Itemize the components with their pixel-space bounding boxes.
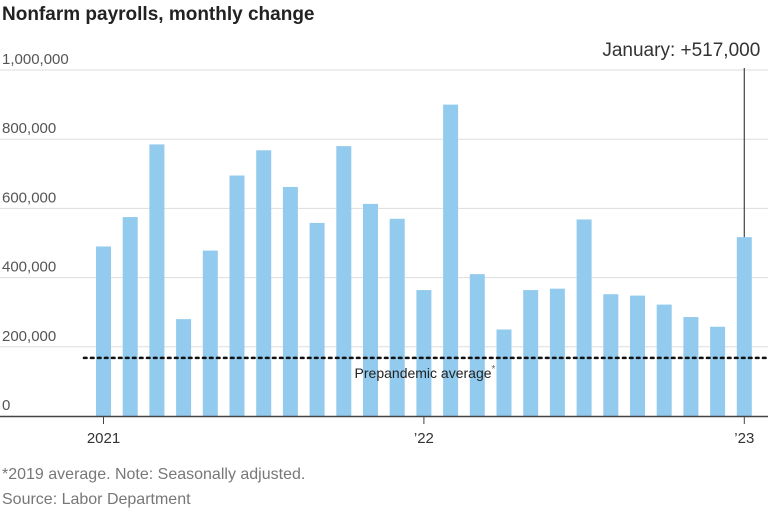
bar (683, 317, 699, 416)
bar (469, 274, 485, 416)
bar (96, 246, 111, 416)
bar (523, 290, 539, 416)
annotation-label: January: +517,000 (602, 40, 760, 61)
y-tick-label: 1,000,000 (2, 51, 69, 68)
footnote-note: *2019 average. Note: Seasonally adjusted… (2, 466, 306, 483)
reference-line-label: Prepandemic average* (355, 364, 496, 381)
bar (496, 329, 512, 416)
bar (309, 222, 325, 416)
y-tick-label: 200,000 (2, 328, 56, 345)
bar (389, 218, 405, 416)
bar (336, 146, 352, 416)
y-tick-label: 600,000 (2, 189, 56, 206)
bar (256, 150, 272, 416)
reference-line-marker: * (492, 364, 496, 375)
bar (710, 326, 726, 416)
y-tick-label: 400,000 (2, 259, 56, 276)
bar (149, 144, 165, 416)
bar (656, 304, 672, 416)
y-tick-label: 800,000 (2, 120, 56, 137)
footnote-source: Source: Labor Department (2, 491, 191, 508)
bar (603, 294, 619, 416)
bar (443, 104, 459, 416)
x-tick-label: 2021 (87, 430, 120, 447)
y-tick-label: 0 (2, 397, 10, 414)
bar (176, 319, 192, 416)
bar (549, 288, 565, 416)
x-tick-label: ’23 (734, 430, 754, 447)
bar (363, 203, 378, 416)
bar (122, 217, 138, 416)
bar (416, 290, 432, 416)
bar (630, 295, 645, 416)
bar (282, 186, 298, 416)
bar (202, 250, 218, 416)
bar (576, 219, 592, 416)
x-tick-label: ’22 (414, 430, 434, 447)
bar (229, 175, 245, 416)
bar (736, 237, 752, 416)
chart-title: Nonfarm payrolls, monthly change (2, 4, 315, 25)
